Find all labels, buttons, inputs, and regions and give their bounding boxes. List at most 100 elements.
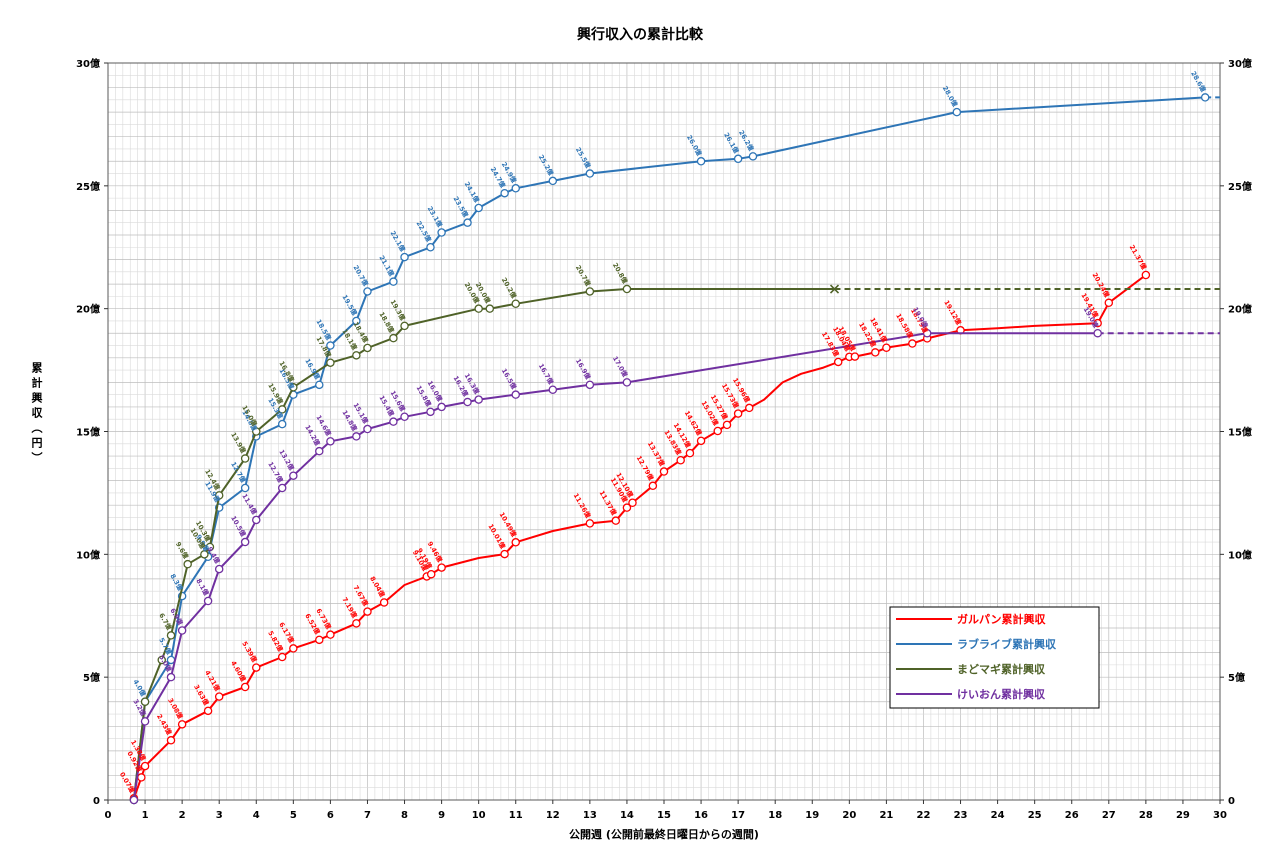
x-tick-label: 9 [438,810,445,821]
data-point [252,515,261,525]
y-tick-label-left: 5億 [83,671,100,684]
data-point [622,284,632,294]
data-point [363,424,372,434]
legend-label-garupan: ガルパン累計興収 [957,612,1047,626]
data-point [474,304,483,313]
data-point [203,706,213,716]
data-point [277,405,287,414]
axes: 0 1 2 3 4 5 6 7 8 9 10 11 12 13 14 15 16 17 18 19 20 21 22 23 24… [76,57,1252,821]
x-tick-label: 21 [879,810,893,821]
legend-label-keion: けいおん累計興収 [957,687,1046,701]
data-point [511,538,520,547]
series-line [132,332,1098,801]
data-point [289,383,298,392]
data-point [252,663,261,672]
data-point [205,542,215,552]
y-tick-label-left: 15億 [76,426,100,439]
data-point [240,537,250,547]
data-point [200,550,209,559]
data-point [908,339,917,348]
data-point [400,321,409,331]
data-point [485,304,495,313]
data-point [177,720,187,729]
y-tick-label-left: 20億 [76,303,100,316]
data-point [628,498,637,507]
data-point [1093,318,1102,328]
data-point [157,655,166,665]
data-point [585,287,595,296]
legend-item: まどマギ累計興収 [896,662,1046,676]
x-tick-label: 2 [179,810,186,821]
data-point [437,563,446,572]
data-point [713,426,722,436]
data-point [214,564,224,574]
y-tick-label-right: 10億 [1228,548,1252,561]
x-tick-label: 4 [253,810,260,821]
data-point [203,596,213,606]
x-tick-label: 13 [583,810,597,821]
series-2 [129,284,1220,805]
data-point [183,559,192,569]
data-point [166,736,176,745]
data-point [214,692,224,701]
data-point [733,154,743,164]
data-point [326,630,335,639]
data-point [745,403,754,413]
data-point [437,228,446,237]
data-point [315,446,324,456]
data-point [585,380,595,390]
data-point [922,328,932,338]
x-tick-label: 15 [657,810,671,821]
x-axis-label: 公開週 (公開前最終日曜日からの週間) [569,827,759,841]
x-tick-label: 5 [290,810,297,821]
data-point [389,333,398,343]
series-group [129,93,1220,805]
data-point [129,795,139,805]
data-point [952,107,962,117]
x-tick-label: 23 [954,810,968,821]
data-point [363,287,372,296]
data-point [140,717,150,726]
x-tick-label: 26 [1065,810,1079,821]
data-point [352,316,361,326]
y-tick-label-right: 20億 [1228,303,1252,316]
x-tick-label: 25 [1028,810,1042,821]
data-point [240,483,250,493]
data-point [352,432,361,441]
legend-box [889,606,1100,709]
data-point [463,218,472,227]
y-tick-label-right: 30億 [1228,57,1252,70]
y-tick-label-right: 5億 [1228,671,1245,684]
data-point [352,351,361,360]
y-tick-label-left: 0 [93,796,100,807]
data-point [722,420,732,430]
data-point [1093,328,1102,338]
data-point [748,152,758,161]
data-point [611,516,621,525]
data-point [696,436,706,446]
data-point [166,672,176,682]
y-tick-label-right: 0 [1228,796,1235,807]
data-point [871,348,880,357]
data-point [500,188,509,198]
data-point [400,252,409,262]
data-point-x-marker [829,284,840,294]
x-tick-label: 11 [509,810,523,821]
data-point [585,519,595,528]
data-point [659,467,669,476]
data-point [326,358,335,367]
data-point [289,471,298,480]
data-point [177,626,187,635]
data-point [326,341,335,350]
data-point [277,419,287,429]
x-tick-label: 7 [364,810,371,821]
series-0 [129,270,1151,803]
data-point [511,184,520,193]
x-tick-label: 10 [472,810,486,821]
data-point [733,409,743,418]
data-point [277,652,287,662]
data-point [1200,93,1210,102]
data-point [548,176,558,186]
legend-item: ラブライブ累計興収 [896,637,1057,651]
